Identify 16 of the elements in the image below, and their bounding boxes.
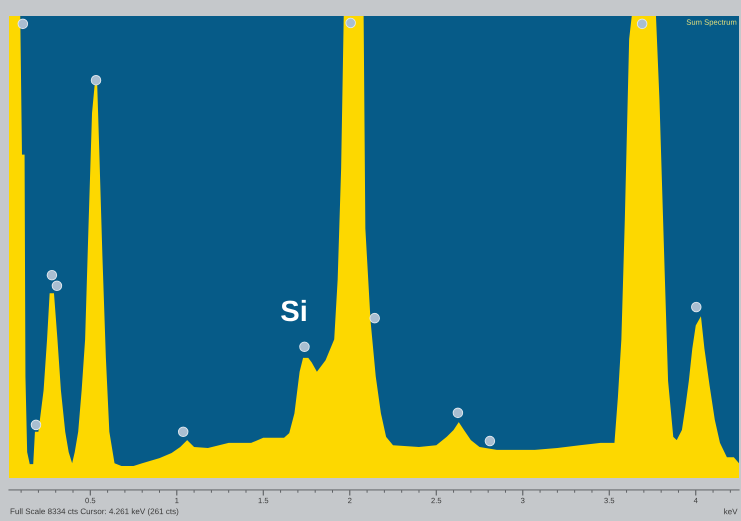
annotation: Si	[281, 300, 306, 322]
point	[90, 74, 102, 86]
point	[369, 312, 380, 324]
point	[18, 18, 28, 30]
point	[46, 270, 58, 280]
point	[52, 280, 62, 292]
point	[484, 436, 496, 446]
text: Full Scale 8334 cts Cursor: 4.261 keV (261 cts)	[10, 508, 178, 516]
point	[299, 342, 310, 352]
point	[636, 18, 648, 30]
point	[30, 420, 42, 430]
point	[691, 302, 702, 312]
x-axis-title: keV	[724, 508, 738, 514]
point	[345, 18, 356, 28]
point	[452, 408, 464, 418]
point	[178, 426, 188, 438]
